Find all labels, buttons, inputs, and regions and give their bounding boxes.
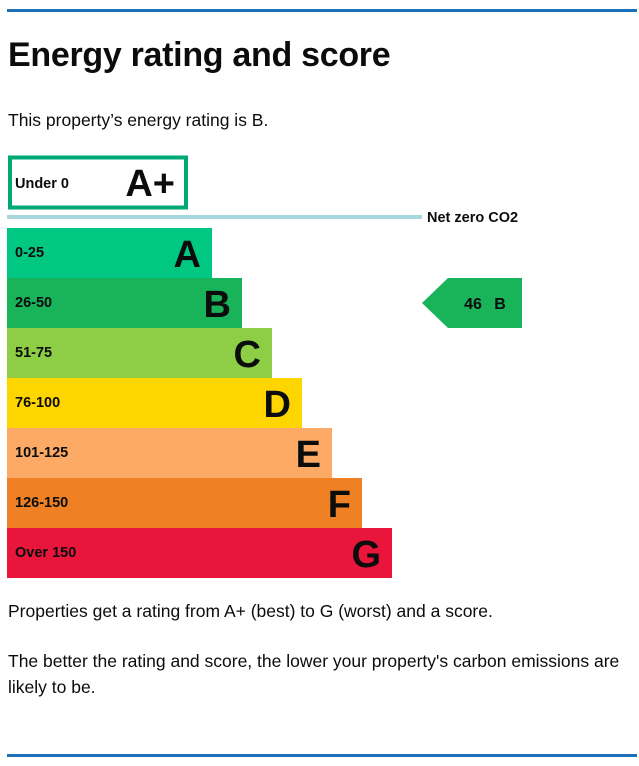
- band-b-bar: [7, 278, 242, 328]
- emissions-explanation: The better the rating and score, the low…: [8, 651, 620, 697]
- net-zero-label: Net zero CO2: [427, 210, 518, 226]
- rating-intro: This property’s energy rating is B.: [8, 110, 269, 130]
- bottom-rule: [7, 754, 637, 757]
- band-f-bar: [7, 478, 362, 528]
- page-title: Energy rating and score: [8, 36, 391, 74]
- net-zero-box: [8, 155, 188, 210]
- current-band: B: [494, 296, 506, 313]
- top-rule: [7, 9, 637, 12]
- current-rating-arrow: [422, 278, 522, 328]
- band-c-range: 51-75: [15, 345, 52, 361]
- band-e-letter: E: [296, 434, 321, 476]
- rating-explanation: Properties get a rating from A+ (best) t…: [8, 601, 493, 621]
- current-score: 46: [464, 296, 482, 313]
- band-g-range: Over 150: [15, 545, 76, 561]
- band-c-letter: C: [234, 334, 261, 376]
- band-e-bar: [7, 428, 332, 478]
- net-zero-divider: [7, 215, 422, 219]
- net-zero-band-letter: A+: [125, 163, 175, 205]
- band-g-letter: G: [351, 534, 381, 576]
- band-a-letter: A: [174, 234, 201, 276]
- band-f-letter: F: [328, 484, 351, 526]
- net-zero-range-label: Under 0: [15, 176, 69, 192]
- energy-rating-chart: Under 0 A+ Net zero CO2 0-25 A 26-50 B 51-75 C 76…: [7, 155, 522, 578]
- band-e-range: 101-125: [15, 445, 68, 461]
- band-d-bar: [7, 378, 302, 428]
- band-d-letter: D: [264, 384, 291, 426]
- band-g-bar: [7, 528, 392, 578]
- band-a-bar: [7, 228, 212, 278]
- band-a-range: 0-25: [15, 245, 44, 261]
- band-f-range: 126-150: [15, 495, 68, 511]
- band-b-letter: B: [204, 284, 231, 326]
- band-c-bar: [7, 328, 272, 378]
- band-d-range: 76-100: [15, 395, 60, 411]
- band-b-range: 26-50: [15, 295, 52, 311]
